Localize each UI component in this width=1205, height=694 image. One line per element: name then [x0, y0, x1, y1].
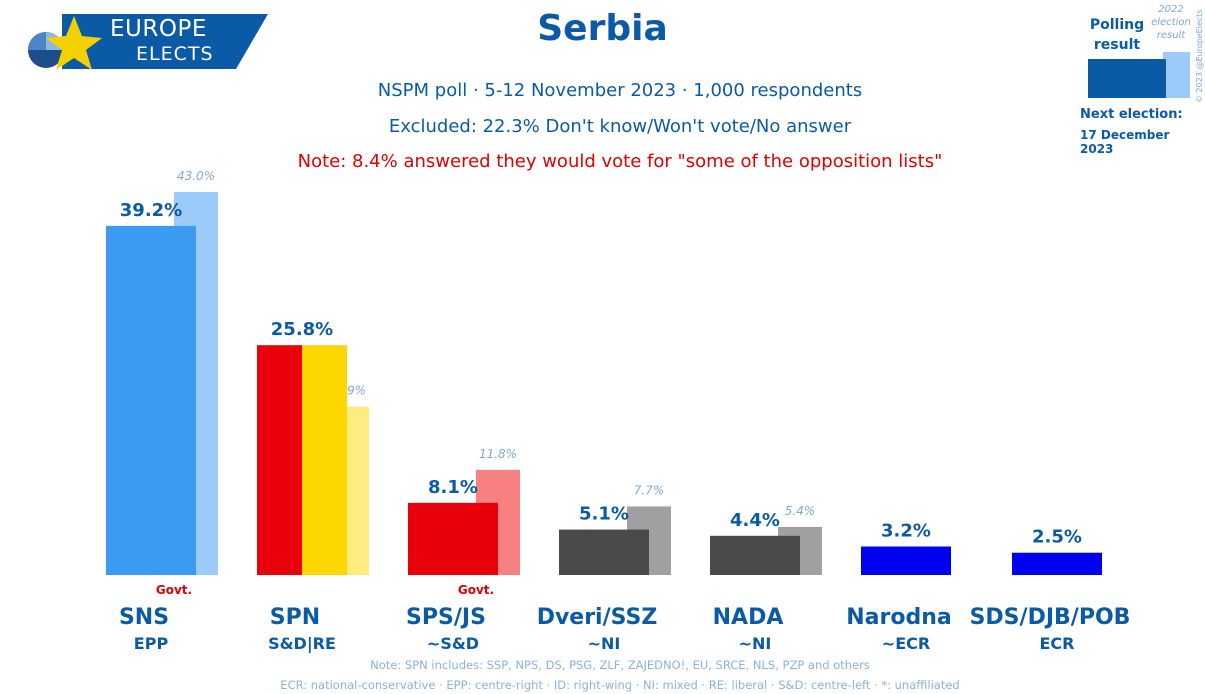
bar-poll-sds-djb-pob — [1012, 552, 1102, 575]
legend-prev-line3: result — [1156, 30, 1186, 41]
group-label-spn: S&D|RE — [268, 634, 336, 654]
category-label-sds-djb-pob: SDS/DJB/POB — [970, 605, 1131, 630]
category-label-sps-js: SPS/JS — [406, 605, 486, 630]
legend-polling-label: Polling result — [1082, 15, 1152, 55]
category-label-narodna: Narodna — [846, 605, 951, 630]
legend-prev-line2: election — [1151, 17, 1191, 28]
label-poll-nada: 4.4% — [730, 510, 780, 531]
poll-subtitle: NSPM poll · 5-12 November 2023 · 1,000 r… — [377, 80, 863, 101]
label-poll-sds-djb-pob: 2.5% — [1032, 527, 1082, 548]
next-election-date: 17 December 2023 — [1080, 128, 1170, 156]
legend-polling-line2: result — [1093, 37, 1141, 53]
group-label-sns: EPP — [134, 634, 169, 653]
category-label-spn: SPN — [270, 605, 320, 630]
group-label-dveri-ssz: ~NI — [588, 634, 621, 653]
footer-note: Note: SPN includes: SSP, NPS, DS, PSG, Z… — [370, 658, 870, 672]
bar-poll-sps-js — [408, 502, 498, 575]
group-label-narodna: ~ECR — [882, 634, 930, 653]
bar-poll-dveri-ssz — [559, 529, 649, 575]
logo-graphic — [28, 14, 268, 70]
label-prev-sns: 43.0% — [177, 169, 215, 183]
excluded-note: Excluded: 22.3% Don't know/Won't vote/No… — [388, 116, 852, 137]
legend-prev-line1: 2022 — [1158, 4, 1184, 15]
group-label-nada: ~NI — [739, 634, 772, 653]
footer-legend: ECR: national-conservative · EPP: centre… — [280, 678, 960, 692]
logo-text-elects: ELECTS — [136, 43, 214, 65]
label-poll-sns: 39.2% — [120, 200, 182, 221]
group-label-sds-djb-pob: ECR — [1040, 634, 1075, 653]
legend-prev-swatch — [1163, 52, 1190, 98]
category-label-nada: NADA — [713, 605, 784, 630]
label-prev-sps-js: 11.8% — [479, 447, 517, 461]
next-election-label: Next election: — [1080, 107, 1183, 122]
label-prev-dveri-ssz: 7.7% — [634, 483, 665, 497]
bar-poll-nada — [710, 535, 800, 575]
page-title: Serbia — [537, 8, 668, 49]
label-poll-dveri-ssz: 5.1% — [579, 504, 629, 525]
group-label-sps-js: ~S&D — [427, 634, 479, 653]
logo-text-europe: EUROPE — [110, 16, 207, 42]
bar-poll-spn-part1 — [257, 345, 302, 575]
govt-marker-sps-js: Govt. — [458, 583, 494, 597]
opposition-note: Note: 8.4% answered they would vote for … — [297, 151, 943, 172]
bar-poll-spn-part2 — [302, 345, 347, 575]
label-poll-sps-js: 8.1% — [428, 477, 478, 498]
label-poll-spn: 25.8% — [271, 319, 333, 340]
category-label-dveri-ssz: Dveri/SSZ — [537, 605, 658, 630]
legend-polling-line1: Polling — [1089, 17, 1145, 33]
bar-poll-sns — [106, 225, 196, 576]
label-poll-narodna: 3.2% — [881, 520, 931, 541]
label-prev-nada: 5.4% — [785, 504, 816, 518]
category-label-sns: SNS — [119, 605, 169, 630]
legend-polling-swatch — [1088, 59, 1166, 98]
govt-marker-sns: Govt. — [156, 583, 192, 597]
legend-prev-label: 2022 election result — [1148, 3, 1194, 42]
europe-elects-logo: EUROPE ELECTS — [22, 12, 272, 72]
bar-poll-narodna — [861, 546, 951, 575]
